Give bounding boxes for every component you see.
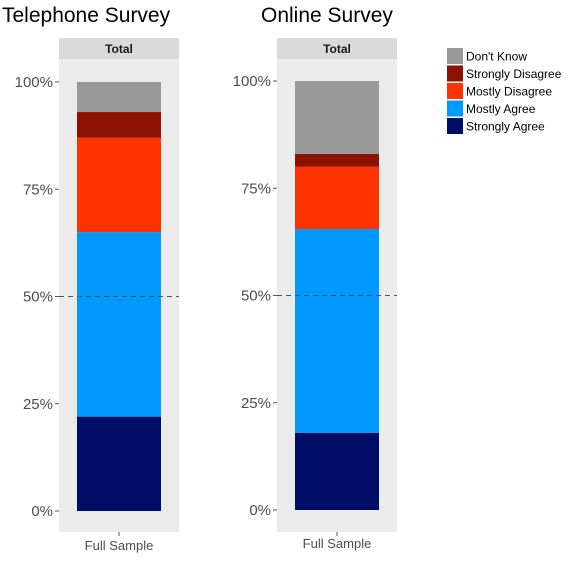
bar-telephone-mostly-agree	[77, 232, 161, 417]
bar-telephone-strongly-disagree	[77, 112, 161, 138]
legend-label-mostly-disagree: Mostly Disagree	[466, 85, 552, 99]
y-axis-telephone: 0% 25% 50% 75% 100%	[15, 74, 59, 520]
bar-stack-telephone	[77, 82, 161, 511]
legend-swatch-strongly-disagree	[447, 65, 463, 82]
legend: Don't Know Strongly Disagree Mostly Disagr…	[447, 48, 562, 134]
y-tick-label-telephone: 100%	[15, 74, 53, 91]
legend-swatch-mostly-disagree	[447, 83, 463, 99]
bar-online-strongly-agree	[295, 432, 379, 510]
legend-label-don-t-know: Don't Know	[466, 50, 527, 64]
y-tick-label-telephone: 50%	[23, 289, 53, 306]
y-tick-label-online: 50%	[241, 288, 271, 305]
legend-label-strongly-agree: Strongly Agree	[466, 120, 545, 134]
bar-telephone-don-t-know	[77, 82, 161, 113]
bar-online-mostly-disagree	[295, 166, 379, 230]
legend-swatch-don-t-know	[447, 48, 463, 64]
facet-label-telephone: Total	[105, 42, 133, 56]
legend-label-strongly-disagree: Strongly Disagree	[466, 67, 562, 81]
panel-telephone: Telephone Survey Total 0% 25% 50% 75% 100% F…	[2, 4, 179, 553]
bar-online-don-t-know	[295, 81, 379, 154]
bar-online-strongly-disagree	[295, 153, 379, 167]
y-tick-label-online: 100%	[233, 73, 271, 90]
bar-telephone-strongly-agree	[77, 416, 161, 511]
y-tick-label-telephone: 25%	[23, 396, 53, 413]
chart-title-telephone: Telephone Survey	[2, 4, 171, 27]
y-tick-label-online: 25%	[241, 395, 271, 412]
facet-label-online: Total	[323, 42, 351, 56]
legend-swatch-mostly-agree	[447, 100, 463, 117]
facet-strip-online	[277, 38, 397, 59]
y-tick-label-online: 75%	[241, 180, 271, 197]
chart-title-online: Online Survey	[261, 4, 393, 27]
facet-strip-telephone	[59, 38, 179, 59]
panel-online: Online Survey Total 0% 25% 50% 75% 100% Full…	[233, 4, 397, 551]
bar-online-mostly-agree	[295, 229, 379, 433]
bar-telephone-mostly-disagree	[77, 137, 161, 233]
x-tick-label-online: Full Sample	[303, 536, 372, 551]
legend-swatch-strongly-agree	[447, 118, 463, 134]
legend-label-mostly-agree: Mostly Agree	[466, 102, 536, 116]
y-tick-label-online: 0%	[249, 502, 271, 519]
bar-stack-online	[295, 81, 379, 510]
x-tick-label-telephone: Full Sample	[85, 538, 154, 553]
y-axis-online: 0% 25% 50% 75% 100%	[233, 73, 277, 519]
y-tick-label-telephone: 75%	[23, 181, 53, 198]
y-tick-label-telephone: 0%	[31, 503, 53, 520]
